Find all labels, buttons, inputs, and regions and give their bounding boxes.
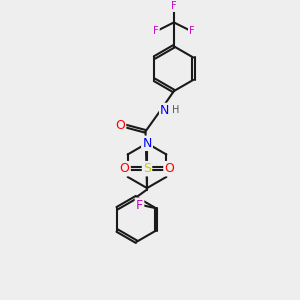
Text: F: F — [136, 199, 143, 212]
Text: F: F — [153, 26, 159, 36]
Text: O: O — [115, 119, 125, 132]
Text: O: O — [164, 162, 174, 175]
Text: N: N — [142, 137, 152, 150]
Text: S: S — [143, 162, 151, 175]
Text: O: O — [120, 162, 130, 175]
Text: F: F — [189, 26, 195, 36]
Text: F: F — [171, 1, 177, 11]
Text: N: N — [160, 104, 170, 117]
Text: H: H — [172, 106, 180, 116]
